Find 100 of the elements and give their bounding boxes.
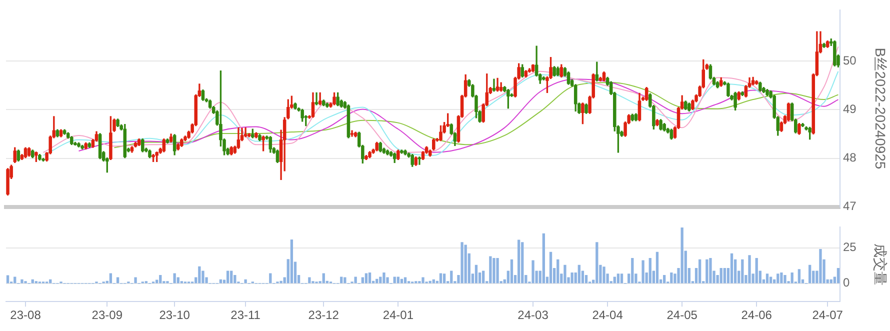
bar <box>492 258 496 284</box>
bar <box>400 278 404 284</box>
bar <box>116 277 120 284</box>
bar <box>6 275 10 284</box>
bar <box>517 240 520 284</box>
x-tick-label: 24-04 <box>592 308 624 322</box>
bar <box>442 274 446 284</box>
bar <box>159 275 162 284</box>
bar <box>616 274 620 284</box>
bar <box>432 279 435 284</box>
bar <box>620 274 624 284</box>
bar <box>20 279 24 284</box>
bar <box>542 233 545 284</box>
bar <box>769 276 772 284</box>
bar <box>680 227 684 284</box>
x-tick-label: 24-01 <box>382 308 414 322</box>
bar <box>532 260 534 284</box>
bar <box>464 244 467 284</box>
bar <box>31 279 34 284</box>
bar <box>720 268 722 284</box>
x-tick-label: 24-03 <box>518 308 549 322</box>
bar <box>269 273 272 284</box>
bar <box>344 277 346 284</box>
bar <box>836 268 840 284</box>
y-tick-label: 48 <box>843 150 857 165</box>
bar <box>556 259 560 284</box>
bar <box>14 276 16 284</box>
bar <box>134 277 137 284</box>
bar <box>396 276 400 284</box>
bar <box>489 256 492 284</box>
bar <box>648 258 652 284</box>
x-tick-label: 24-05 <box>666 308 698 322</box>
x-tick-label: 24-07 <box>812 308 844 322</box>
bar <box>354 276 357 284</box>
bar <box>482 270 485 284</box>
bar <box>670 272 673 284</box>
bar <box>564 264 566 284</box>
bar <box>602 266 606 284</box>
x-tick-label: 23-10 <box>159 308 190 322</box>
bar <box>656 252 659 284</box>
bar <box>226 270 230 284</box>
bar <box>382 272 386 284</box>
y-axis-title: B丝2022-20240925 <box>872 48 889 170</box>
bar <box>521 242 524 284</box>
bar <box>340 276 343 284</box>
bar <box>730 253 734 284</box>
bar <box>308 277 311 284</box>
bar <box>780 272 783 284</box>
bar <box>404 277 407 284</box>
bar <box>439 273 442 284</box>
bar <box>613 276 616 284</box>
bar <box>808 264 812 284</box>
y-tick-label: 0 <box>843 276 850 290</box>
bar <box>748 255 751 284</box>
bar <box>830 279 832 284</box>
bar <box>322 273 325 284</box>
bar <box>109 273 112 284</box>
bar <box>198 266 201 284</box>
bar <box>766 274 769 284</box>
bar <box>698 259 702 284</box>
bar <box>219 279 222 284</box>
bar <box>49 279 52 284</box>
y-tick-label: 49 <box>843 102 857 116</box>
x-tick-label: 23-11 <box>230 308 261 322</box>
bar <box>422 277 424 284</box>
bar <box>428 280 432 284</box>
bar <box>393 276 396 284</box>
bar <box>790 272 794 284</box>
bar <box>364 273 368 284</box>
bar <box>280 280 282 284</box>
bar <box>709 258 712 284</box>
bar <box>596 242 598 284</box>
bar <box>819 249 822 284</box>
bar <box>230 270 233 284</box>
bar <box>510 259 514 284</box>
bar <box>368 272 372 284</box>
x-tick-label: 23-08 <box>10 308 42 322</box>
x-tick-label: 24-06 <box>741 308 772 322</box>
bar <box>755 258 758 284</box>
bar <box>570 272 574 284</box>
bar <box>798 269 801 284</box>
bar <box>379 276 382 284</box>
bar <box>474 264 478 284</box>
bar <box>361 277 364 284</box>
y-axis-title: 成交量 <box>872 243 889 286</box>
bar <box>741 259 744 284</box>
bar <box>290 240 294 284</box>
y-tick-label: 47 <box>843 199 857 214</box>
bar <box>631 258 634 284</box>
bar <box>549 252 552 284</box>
bar <box>496 258 499 284</box>
bar <box>244 279 247 284</box>
bar <box>578 264 580 284</box>
bar <box>706 259 708 284</box>
bar <box>460 242 464 284</box>
bar <box>176 277 180 284</box>
bar <box>784 275 786 284</box>
bar <box>173 273 176 284</box>
bar <box>776 274 780 284</box>
bar <box>450 270 453 284</box>
